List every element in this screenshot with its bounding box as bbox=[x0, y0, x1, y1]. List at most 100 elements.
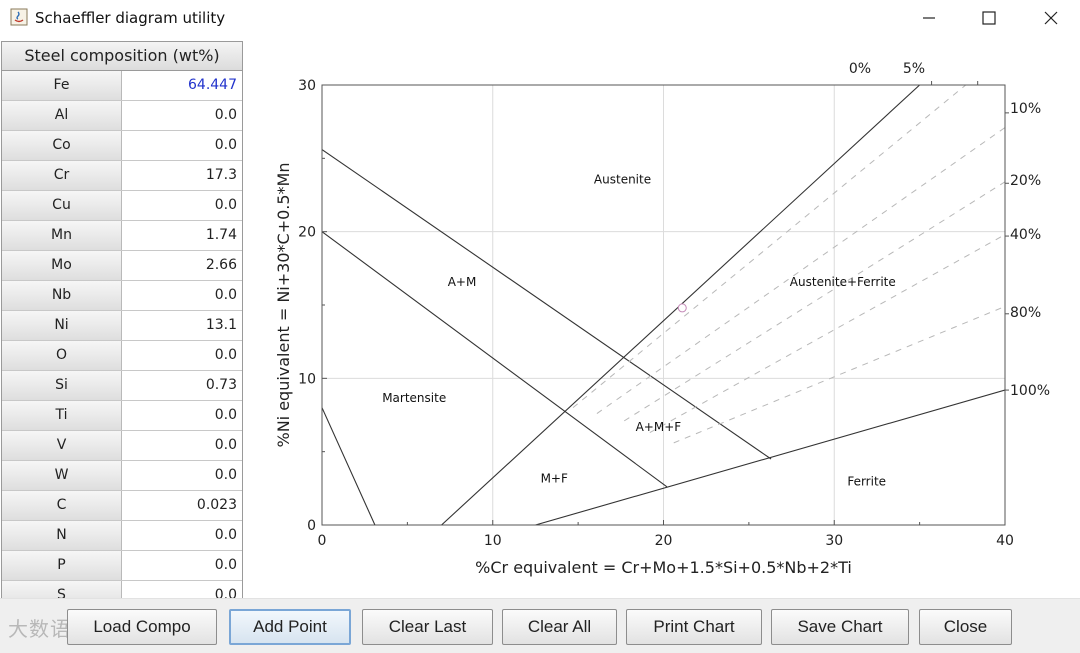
save-chart-button[interactable]: Save Chart bbox=[771, 609, 909, 645]
clear-last-button[interactable]: Clear Last bbox=[362, 609, 493, 645]
element-value-cell[interactable]: 17.3 bbox=[205, 167, 237, 183]
region-label: M+F bbox=[541, 471, 568, 485]
y-axis-title: %Ni equivalent = Ni+30*C+0.5*Mn bbox=[274, 163, 293, 448]
ferrite-iso-line-1 bbox=[596, 127, 1005, 414]
x-tick-label: 30 bbox=[825, 533, 843, 549]
boundary-ferrite-100-line bbox=[535, 389, 1005, 525]
element-value-cell[interactable]: 0.0 bbox=[214, 557, 237, 573]
schaeffler-chart: 0 10 20 30 40 0 10 20 30 %Cr equivalent = Cr+Mo+1… bbox=[274, 61, 1050, 577]
composition-row-mo[interactable]: Mo 2.66 bbox=[2, 251, 242, 281]
element-value-cell[interactable]: 0.0 bbox=[214, 527, 237, 543]
composition-row-co[interactable]: Co 0.0 bbox=[2, 131, 242, 161]
load-compo-button[interactable]: Load Compo bbox=[67, 609, 217, 645]
ferrite-percent-label: 40% bbox=[1010, 227, 1041, 243]
element-label: Ni bbox=[2, 311, 122, 340]
element-label: Al bbox=[2, 101, 122, 130]
ferrite-iso-line-3 bbox=[649, 234, 1005, 434]
title-bar: Schaeffler diagram utility bbox=[0, 0, 1080, 36]
composition-row-c[interactable]: C 0.023 bbox=[2, 491, 242, 521]
data-point-marker bbox=[677, 303, 687, 313]
element-label: Co bbox=[2, 131, 122, 160]
ferrite-percent-label: 5% bbox=[903, 61, 925, 77]
composition-row-mn[interactable]: Mn 1.74 bbox=[2, 221, 242, 251]
composition-row-cr[interactable]: Cr 17.3 bbox=[2, 161, 242, 191]
region-label: Martensite bbox=[382, 391, 446, 405]
element-label: P bbox=[2, 551, 122, 580]
y-tick-label: 30 bbox=[298, 78, 316, 94]
minimize-icon bbox=[923, 17, 935, 19]
window-title: Schaeffler diagram utility bbox=[35, 9, 226, 27]
region-label: A+M+F bbox=[636, 420, 682, 434]
element-value-cell[interactable]: 2.66 bbox=[205, 257, 237, 273]
boundary-austenite-line bbox=[322, 149, 772, 460]
element-value-cell[interactable]: 0.0 bbox=[214, 197, 237, 213]
composition-row-nb[interactable]: Nb 0.0 bbox=[2, 281, 242, 311]
region-label: Austenite+Ferrite bbox=[790, 275, 896, 289]
x-tick-label: 10 bbox=[484, 533, 502, 549]
element-value-cell[interactable]: 64.447 bbox=[188, 77, 237, 93]
ferrite-percent-label: 10% bbox=[1010, 101, 1041, 117]
close-window-button[interactable] bbox=[1022, 0, 1080, 36]
java-app-icon bbox=[10, 8, 28, 26]
composition-row-cu[interactable]: Cu 0.0 bbox=[2, 191, 242, 221]
element-value-cell[interactable]: 13.1 bbox=[205, 317, 237, 333]
x-tick-label: 0 bbox=[318, 533, 327, 549]
composition-row-ni[interactable]: Ni 13.1 bbox=[2, 311, 242, 341]
clear-all-button[interactable]: Clear All bbox=[502, 609, 617, 645]
close-button[interactable]: Close bbox=[919, 609, 1012, 645]
plot-area bbox=[322, 85, 1005, 525]
element-value-cell[interactable]: 0.023 bbox=[196, 497, 237, 513]
y-tick-label: 0 bbox=[307, 518, 316, 534]
minimize-button[interactable] bbox=[900, 0, 958, 36]
element-label: Cr bbox=[2, 161, 122, 190]
element-value-cell[interactable]: 0.0 bbox=[214, 437, 237, 453]
element-label: Mn bbox=[2, 221, 122, 250]
element-label: Fe bbox=[2, 71, 122, 100]
element-label: W bbox=[2, 461, 122, 490]
add-point-button[interactable]: Add Point bbox=[229, 609, 351, 645]
x-tick-label: 40 bbox=[996, 533, 1014, 549]
element-value-cell[interactable]: 0.0 bbox=[214, 137, 237, 153]
composition-row-w[interactable]: W 0.0 bbox=[2, 461, 242, 491]
boundary-martensite-line bbox=[322, 231, 668, 488]
composition-row-fe[interactable]: Fe 64.447 bbox=[2, 71, 242, 101]
element-label: Mo bbox=[2, 251, 122, 280]
element-label: C bbox=[2, 491, 122, 520]
region-label: Austenite bbox=[594, 172, 651, 186]
ferrite-percent-label: 100% bbox=[1010, 383, 1050, 399]
ferrite-iso-line-2 bbox=[623, 181, 1005, 422]
composition-table-header: Steel composition (wt%) bbox=[2, 42, 242, 71]
element-label: Cu bbox=[2, 191, 122, 220]
element-value-cell[interactable]: 0.0 bbox=[214, 347, 237, 363]
element-label: Nb bbox=[2, 281, 122, 310]
element-value-cell[interactable]: 0.0 bbox=[214, 467, 237, 483]
region-label: Ferrite bbox=[847, 474, 886, 488]
element-value-cell[interactable]: 1.74 bbox=[205, 227, 237, 243]
composition-row-o[interactable]: O 0.0 bbox=[2, 341, 242, 371]
ferrite-percent-label: 80% bbox=[1010, 305, 1041, 321]
composition-row-v[interactable]: V 0.0 bbox=[2, 431, 242, 461]
ferrite-percent-label: 20% bbox=[1010, 173, 1041, 189]
element-value-cell[interactable]: 0.73 bbox=[205, 377, 237, 393]
ferrite-iso-line-0 bbox=[572, 85, 967, 409]
element-value-cell[interactable]: 0.0 bbox=[214, 287, 237, 303]
y-tick-label: 20 bbox=[298, 225, 316, 241]
y-tick-label: 10 bbox=[298, 371, 316, 387]
region-label: A+M bbox=[448, 275, 477, 289]
composition-row-n[interactable]: N 0.0 bbox=[2, 521, 242, 551]
composition-row-ti[interactable]: Ti 0.0 bbox=[2, 401, 242, 431]
element-value-cell[interactable]: 0.0 bbox=[214, 107, 237, 123]
maximize-button[interactable] bbox=[960, 0, 1018, 36]
boundary-martensite-ferrite-line bbox=[322, 407, 376, 525]
maximize-icon bbox=[982, 11, 996, 25]
composition-row-si[interactable]: Si 0.73 bbox=[2, 371, 242, 401]
close-icon bbox=[1044, 11, 1058, 25]
composition-row-p[interactable]: P 0.0 bbox=[2, 551, 242, 581]
composition-table-body: Fe 64.447 Al 0.0 Co 0.0 Cr 17.3 Cu 0.0 Mn 1.74 Mo 2.6… bbox=[2, 71, 242, 610]
x-axis-title: %Cr equivalent = Cr+Mo+1.5*Si+0.5*Nb+2*T… bbox=[475, 558, 852, 577]
composition-row-al[interactable]: Al 0.0 bbox=[2, 101, 242, 131]
print-chart-button[interactable]: Print Chart bbox=[626, 609, 762, 645]
element-label: V bbox=[2, 431, 122, 460]
element-value-cell[interactable]: 0.0 bbox=[214, 407, 237, 423]
element-label: N bbox=[2, 521, 122, 550]
